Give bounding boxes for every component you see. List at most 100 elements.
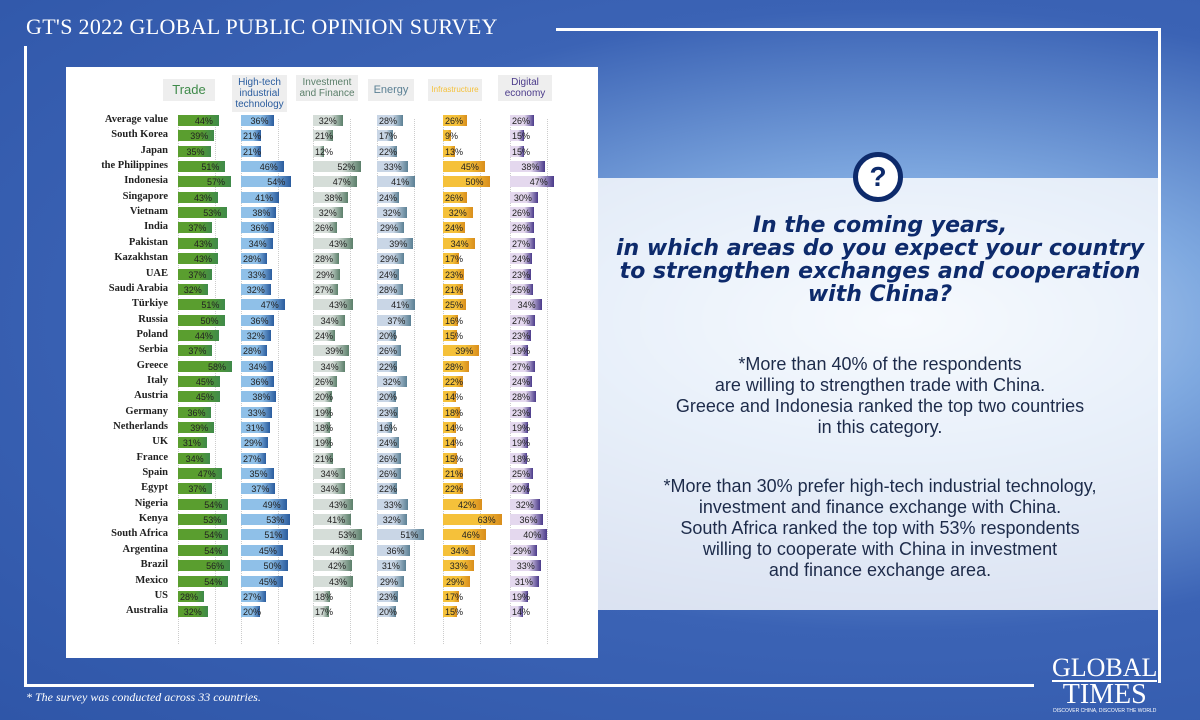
data-label: 19% bbox=[512, 346, 531, 357]
data-label: 26% bbox=[315, 376, 334, 387]
data-label: 33% bbox=[383, 162, 402, 173]
bar bbox=[510, 329, 532, 341]
bar bbox=[443, 207, 473, 219]
bar bbox=[377, 329, 396, 341]
bar bbox=[377, 560, 406, 572]
bar bbox=[510, 191, 538, 203]
data-label: 14% bbox=[445, 438, 464, 449]
data-label: 34% bbox=[450, 545, 469, 556]
footnote: * The survey was conducted across 33 cou… bbox=[26, 690, 261, 704]
bar bbox=[313, 590, 330, 602]
bar bbox=[377, 391, 396, 403]
data-label: 26% bbox=[379, 469, 398, 480]
table-row: South Korea 39% 21% 21% 17% 9% 15% bbox=[66, 128, 598, 143]
bar bbox=[377, 161, 408, 173]
bar bbox=[178, 161, 226, 173]
data-label: 39% bbox=[190, 131, 209, 142]
bar bbox=[443, 560, 474, 572]
data-label: 45% bbox=[195, 392, 214, 403]
bar bbox=[443, 237, 475, 249]
data-label: 33% bbox=[383, 499, 402, 510]
bar bbox=[510, 452, 527, 464]
country-label: Saudi Arabia bbox=[108, 282, 168, 294]
bar bbox=[377, 207, 407, 219]
data-label: 26% bbox=[379, 346, 398, 357]
data-label: 30% bbox=[513, 192, 532, 203]
data-label: 50% bbox=[263, 561, 282, 572]
data-label: 18% bbox=[315, 591, 334, 602]
bar bbox=[241, 360, 273, 372]
data-label: 43% bbox=[193, 238, 212, 249]
data-label: 27% bbox=[512, 238, 531, 249]
bar bbox=[510, 115, 535, 126]
bar bbox=[443, 115, 468, 126]
data-label: 19% bbox=[512, 591, 531, 602]
bar bbox=[443, 452, 457, 464]
data-label: 37% bbox=[188, 346, 207, 357]
bar bbox=[377, 191, 400, 203]
bar bbox=[241, 237, 273, 249]
bar bbox=[377, 268, 400, 280]
bar bbox=[510, 207, 535, 219]
page-title: GT'S 2022 GLOBAL PUBLIC OPINION SURVEY bbox=[26, 14, 498, 39]
bar bbox=[313, 345, 350, 357]
data-label: 28% bbox=[512, 392, 531, 403]
bar bbox=[313, 437, 331, 449]
data-label: 39% bbox=[325, 346, 344, 357]
table-row: Germany 36% 33% 19% 23% 18% 23% bbox=[66, 405, 598, 420]
bar bbox=[178, 514, 228, 526]
bar bbox=[443, 375, 464, 387]
bar bbox=[443, 314, 458, 326]
data-label: 37% bbox=[387, 315, 406, 326]
bar bbox=[510, 268, 532, 280]
country-label: Italy bbox=[147, 374, 168, 386]
bar bbox=[443, 422, 457, 433]
data-label: 34% bbox=[248, 238, 267, 249]
data-label: 34% bbox=[248, 361, 267, 372]
bar bbox=[178, 283, 208, 295]
country-label: Spain bbox=[142, 467, 168, 479]
bar bbox=[241, 422, 270, 433]
data-label: 27% bbox=[512, 361, 531, 372]
bar bbox=[241, 391, 277, 403]
bar bbox=[377, 452, 402, 464]
bar bbox=[443, 345, 480, 357]
data-label: 37% bbox=[188, 484, 207, 495]
data-label: 45% bbox=[258, 545, 277, 556]
bar bbox=[178, 176, 231, 188]
data-label: 36% bbox=[187, 407, 206, 418]
bar bbox=[241, 329, 271, 341]
data-label: 12% bbox=[315, 146, 334, 157]
data-label: 54% bbox=[267, 177, 286, 188]
bar bbox=[313, 329, 336, 341]
bar bbox=[313, 207, 343, 219]
bar bbox=[241, 222, 275, 234]
bar bbox=[377, 283, 404, 295]
data-label: 21% bbox=[445, 284, 464, 295]
data-label: 14% bbox=[445, 392, 464, 403]
country-label: Netherlands bbox=[113, 421, 168, 432]
bar bbox=[510, 529, 548, 541]
bar bbox=[241, 406, 272, 418]
bar bbox=[313, 560, 353, 572]
data-label: 28% bbox=[243, 254, 262, 265]
data-label: 20% bbox=[315, 392, 334, 403]
data-label: 38% bbox=[324, 192, 343, 203]
bar bbox=[313, 391, 332, 403]
table-row: Egypt 37% 37% 34% 22% 22% 20% bbox=[66, 481, 598, 496]
logo-tagline: DISCOVER CHINA, DISCOVER THE WORLD bbox=[1053, 708, 1157, 714]
bar bbox=[377, 529, 425, 541]
bar bbox=[377, 145, 398, 157]
bar bbox=[313, 176, 357, 188]
bar bbox=[241, 375, 275, 387]
data-label: 20% bbox=[243, 607, 262, 618]
data-label: 34% bbox=[320, 469, 339, 480]
bar bbox=[313, 422, 330, 433]
bar bbox=[510, 222, 535, 234]
data-label: 20% bbox=[379, 392, 398, 403]
bar bbox=[178, 498, 229, 510]
bar bbox=[313, 575, 353, 587]
bar bbox=[313, 606, 329, 618]
bar bbox=[313, 268, 340, 280]
data-label: 51% bbox=[201, 162, 220, 173]
